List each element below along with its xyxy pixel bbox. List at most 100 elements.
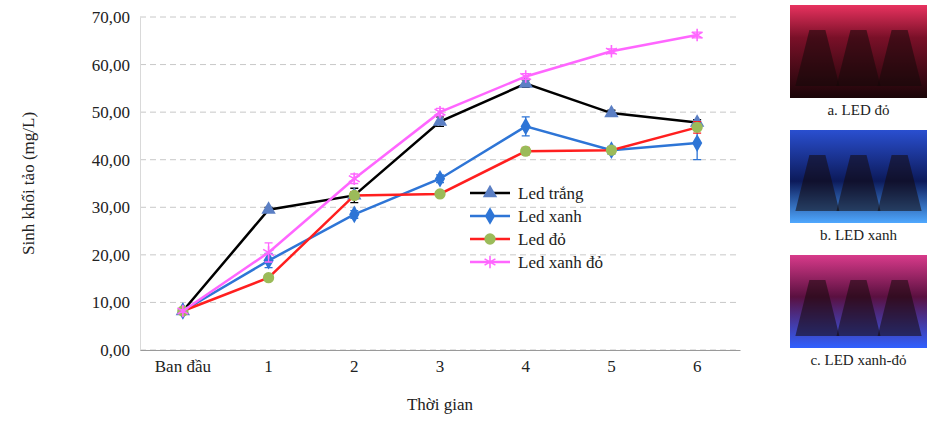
- legend-marker: [484, 233, 495, 244]
- canvas: 0,00 10,00 20,00 30,00 40,00 50,00 60,00 70,00 B…: [0, 0, 947, 427]
- x-tick-label: 1: [264, 357, 273, 376]
- y-axis: 0,00 10,00 20,00 30,00 40,00 50,00 60,00 70,00: [92, 8, 141, 360]
- point: [349, 172, 360, 185]
- photo: [790, 5, 927, 98]
- series: [177, 29, 702, 317]
- point: [520, 70, 531, 83]
- x-tick: 3: [436, 350, 445, 376]
- x-tick-label: 5: [607, 357, 616, 376]
- legend-label: Led xanh đỏ: [518, 253, 603, 272]
- legend: Led trắng Led xanh Led đỏ Led xanh đỏ: [470, 184, 603, 272]
- point: [692, 134, 702, 152]
- y-tick-label: 10,00: [92, 293, 130, 312]
- y-tick: 20,00: [92, 246, 140, 265]
- point: [263, 272, 274, 283]
- point: [435, 170, 445, 188]
- plot-area: [176, 29, 705, 320]
- x-axis: Ban đầu 1 2 3 4 5 6: [141, 350, 741, 376]
- x-tick-label: 6: [693, 357, 702, 376]
- x-tick: Ban đầu: [155, 350, 212, 376]
- photo-image: [790, 130, 927, 223]
- photo: [790, 130, 927, 223]
- point: [349, 190, 360, 201]
- y-tick: 0,00: [100, 341, 140, 360]
- x-tick-label: 2: [350, 357, 359, 376]
- point: [349, 206, 359, 224]
- grid-line: [140, 207, 740, 208]
- photo-image: [790, 255, 927, 348]
- x-tick-label: 4: [521, 357, 530, 376]
- legend-marker: [483, 185, 497, 197]
- legend-item: Led xanh đỏ: [470, 253, 603, 272]
- x-tick: 5: [607, 350, 616, 376]
- legend-label: Led xanh: [518, 207, 582, 226]
- legend-marker: [485, 207, 495, 225]
- y-tick-label: 30,00: [92, 198, 130, 217]
- photo-flask: [837, 30, 881, 86]
- photo-flask: [795, 30, 839, 86]
- photo-flask: [837, 155, 881, 211]
- photo-caption: c. LED xanh-đỏ: [810, 352, 906, 368]
- grid-line: [140, 159, 740, 160]
- grid-line: [140, 17, 740, 18]
- legend-item: Led đỏ: [470, 230, 566, 249]
- photo-image: [790, 5, 927, 98]
- y-tick-label: 60,00: [92, 56, 130, 75]
- photo-flask: [795, 280, 839, 336]
- point: [606, 145, 617, 156]
- series-line: [183, 126, 697, 311]
- legend-marker: [485, 256, 496, 269]
- y-tick: 60,00: [92, 56, 140, 75]
- series: [176, 75, 705, 315]
- photo-caption: a. LED đỏ: [827, 102, 889, 118]
- y-tick-label: 70,00: [92, 8, 130, 27]
- point: [606, 45, 617, 58]
- y-tick-label: 50,00: [92, 103, 130, 122]
- photo-flask: [878, 30, 922, 86]
- x-tick: 2: [350, 350, 359, 376]
- point: [520, 146, 531, 157]
- legend-label: Led trắng: [518, 184, 584, 203]
- point: [604, 105, 618, 117]
- grid-line: [140, 302, 740, 303]
- legend-item: Led trắng: [470, 184, 584, 203]
- photo: [790, 255, 927, 348]
- y-axis-line: [140, 18, 141, 351]
- point: [177, 305, 188, 318]
- grid-line: [140, 64, 740, 65]
- y-tick: 70,00: [92, 8, 140, 27]
- x-tick: 6: [693, 350, 702, 376]
- photo-caption: b. LED xanh: [820, 227, 898, 243]
- x-tick: 4: [521, 350, 530, 376]
- point: [692, 29, 703, 42]
- x-tick-label: 3: [436, 357, 445, 376]
- y-tick-label: 0,00: [100, 341, 130, 360]
- point: [606, 141, 616, 159]
- point: [435, 106, 446, 119]
- y-tick: 50,00: [92, 103, 140, 122]
- point: [263, 246, 274, 259]
- photo-flask: [878, 155, 922, 211]
- photo-flask: [878, 280, 922, 336]
- series-line: [183, 35, 697, 311]
- y-tick: 30,00: [92, 198, 140, 217]
- point: [261, 201, 275, 213]
- point: [434, 188, 445, 199]
- series-line: [183, 84, 697, 311]
- x-axis-line: [141, 350, 741, 351]
- grid: [140, 17, 740, 350]
- legend-item: Led xanh: [470, 207, 582, 226]
- series-line: [183, 127, 697, 311]
- legend-label: Led đỏ: [518, 230, 566, 249]
- y-tick-label: 20,00: [92, 246, 130, 265]
- x-tick: 1: [264, 350, 273, 376]
- y-tick: 10,00: [92, 293, 140, 312]
- y-tick: 40,00: [92, 151, 140, 170]
- point: [692, 122, 703, 133]
- series: [178, 117, 702, 320]
- photo-flask: [837, 280, 881, 336]
- point: [178, 302, 188, 320]
- point: [521, 118, 531, 136]
- x-axis-title: Thời gian: [407, 395, 474, 414]
- x-tick-label: Ban đầu: [155, 357, 212, 376]
